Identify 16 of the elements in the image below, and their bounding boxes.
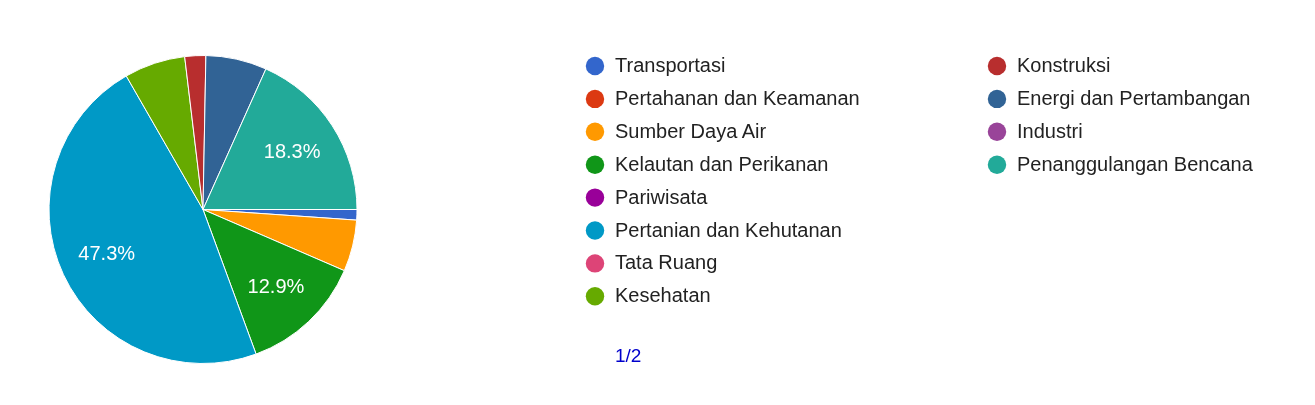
data-label: 12.9% (247, 274, 305, 297)
legend-label: Pariwisata (615, 185, 709, 208)
legend-label: Kesehatan (615, 284, 711, 307)
legend-label: Transportasi (615, 54, 726, 76)
legend-label: Energi dan Pertambangan (1017, 86, 1251, 109)
legend-label: Pertahanan dan Keamanan (615, 86, 860, 109)
legend-label: Industri (1017, 119, 1083, 142)
legend-label: Sumber Daya Air (615, 119, 767, 142)
legend-label: Pertanian dan Kehutanan (615, 218, 842, 241)
data-label: 18.3% (263, 139, 321, 162)
legend-label: Kelautan dan Perikanan (615, 152, 829, 175)
legend-label: Tata Ruang (615, 251, 718, 274)
data-label: 47.3% (78, 242, 136, 265)
legend-label: Penanggulangan Bencana (1017, 152, 1254, 175)
legend-label: Konstruksi (1017, 54, 1111, 76)
text: 1/2 (615, 345, 642, 366)
